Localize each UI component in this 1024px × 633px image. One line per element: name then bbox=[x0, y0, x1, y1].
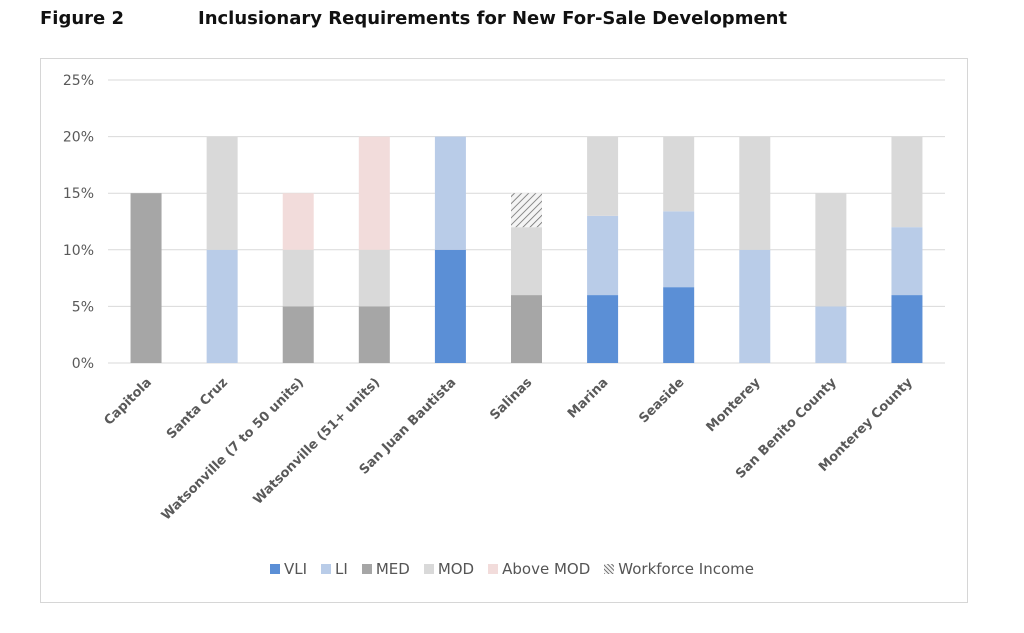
bar-segment-vli bbox=[663, 287, 695, 363]
bars bbox=[130, 136, 923, 363]
y-tick-label: 25% bbox=[63, 73, 94, 89]
bar-segment-li bbox=[891, 227, 923, 296]
y-tick-label: 0% bbox=[72, 356, 94, 372]
x-tick-label: Watsonville (51+ units) bbox=[251, 375, 383, 507]
bar-segment-mod bbox=[282, 249, 314, 307]
legend-item: VLI bbox=[270, 560, 307, 578]
bar-segment-li bbox=[206, 249, 238, 363]
legend-swatch bbox=[270, 564, 280, 574]
x-tick-label: Seaside bbox=[636, 375, 687, 426]
bar-segment-vli bbox=[587, 295, 619, 363]
y-tick-label: 15% bbox=[63, 186, 94, 202]
figure-label: Figure 2 bbox=[40, 8, 125, 29]
legend-label: MED bbox=[375, 560, 410, 578]
bar-segment-vli bbox=[434, 249, 466, 363]
legend-swatch bbox=[423, 564, 434, 574]
legend-item: Workforce Income bbox=[604, 560, 754, 578]
legend-label: Above MOD bbox=[502, 560, 591, 578]
bar-segment-mod bbox=[663, 136, 695, 212]
bar-segment-mod bbox=[511, 227, 542, 296]
x-tick-label: Salinas bbox=[487, 375, 535, 423]
x-tick-label: Capitola bbox=[102, 375, 155, 428]
legend-swatch bbox=[361, 564, 372, 574]
legend-label: LI bbox=[335, 560, 348, 578]
legend-item: LI bbox=[321, 560, 348, 578]
x-tick-label: Monterey bbox=[704, 375, 764, 435]
figure-title: Inclusionary Requirements for New For-Sa… bbox=[198, 8, 788, 29]
legend-item: MED bbox=[361, 560, 410, 578]
bar-segment-workforce-income bbox=[511, 193, 542, 228]
legend-label: Workforce Income bbox=[618, 560, 754, 578]
y-tick-label: 5% bbox=[72, 299, 94, 315]
bar-segment-li bbox=[434, 136, 466, 250]
y-tick-label: 20% bbox=[63, 130, 94, 146]
bar-segment-med bbox=[282, 306, 314, 363]
legend-swatch bbox=[604, 564, 615, 574]
bar-segment-mod bbox=[891, 136, 923, 228]
y-axis-ticks: 0% 5% 10% 15% 20% 25% bbox=[63, 73, 94, 372]
bar-segment-mod bbox=[358, 249, 390, 307]
legend: VLI LI MED MOD Above MOD Workforce Income bbox=[0, 560, 1024, 578]
legend-label: VLI bbox=[284, 560, 308, 578]
x-tick-label: Marina bbox=[565, 375, 611, 421]
bar-segment-li bbox=[663, 211, 695, 288]
bar-segment-mod bbox=[206, 136, 238, 250]
bar-segment-mod bbox=[739, 136, 771, 250]
bar-segment-mod bbox=[587, 136, 619, 216]
legend-swatch bbox=[488, 564, 499, 574]
bar-segment-above-mod bbox=[282, 193, 314, 250]
legend-item: MOD bbox=[423, 560, 475, 578]
x-tick-label: Watsonville (7 to 50 units) bbox=[159, 375, 307, 523]
legend-item: Above MOD bbox=[488, 560, 590, 578]
chart-frame bbox=[40, 58, 968, 603]
bar-segment-med bbox=[511, 295, 542, 363]
y-tick-label: 10% bbox=[63, 243, 94, 259]
bar-segment-vli bbox=[891, 295, 923, 363]
bar-segment-mod bbox=[815, 193, 847, 307]
x-tick-label: Santa Cruz bbox=[164, 375, 231, 442]
bar-segment-li bbox=[587, 215, 619, 296]
bar-segment-li bbox=[815, 306, 847, 363]
bar-segment-med bbox=[130, 193, 162, 363]
bar-segment-li bbox=[739, 249, 771, 363]
bar-segment-above-mod bbox=[358, 136, 390, 250]
legend-label: MOD bbox=[437, 560, 475, 578]
bar-segment-med bbox=[358, 306, 390, 363]
legend-swatch bbox=[321, 564, 332, 574]
